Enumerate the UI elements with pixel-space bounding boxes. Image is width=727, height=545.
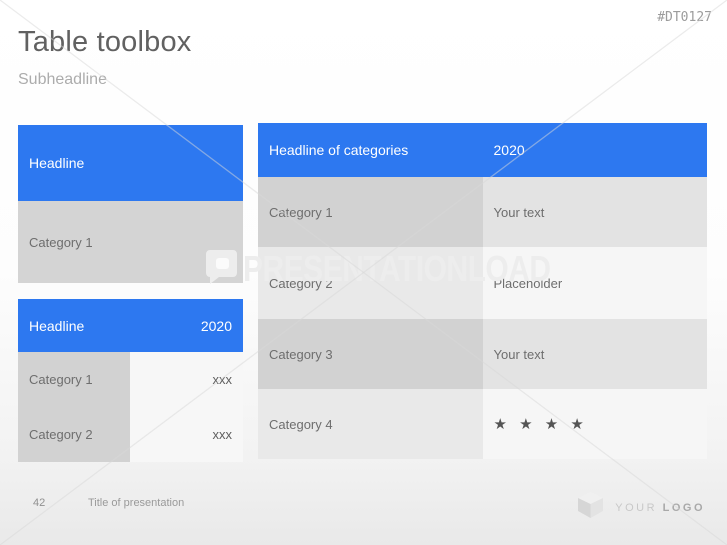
page-subtitle: Subheadline: [18, 71, 107, 88]
table-of-categories: Headline of categories 2020 Category 1 Y…: [258, 123, 707, 459]
template-ref-code: #DT0127: [657, 10, 712, 25]
table-of-categories-headline: Headline of categories: [269, 142, 409, 158]
logo-text-bold: LOGO: [662, 501, 705, 514]
category-label: Category 3: [258, 319, 483, 389]
page-title: Table toolbox: [18, 26, 192, 58]
logo-text: YOUR LOGO: [615, 502, 705, 514]
table-row: Category 3 Your text: [258, 319, 707, 389]
table-row: Category 1 xxx: [18, 352, 243, 407]
table-row: Category 1 Your text: [258, 177, 707, 247]
page-number: 42: [33, 497, 46, 509]
table-with-year-year: 2020: [200, 317, 232, 334]
value-cell: Your text: [482, 177, 707, 247]
category-label: Category 2: [18, 407, 130, 462]
category-label: Category 4: [258, 389, 483, 459]
table-simple-headline: Headline: [29, 155, 85, 171]
table-row: Category 4 ★ ★ ★ ★: [258, 389, 707, 459]
table-row: Category 2 xxx: [18, 407, 243, 462]
table-with-year-headline: Headline: [29, 317, 85, 334]
category-label: Category 1: [258, 177, 483, 247]
value-cell: Your text: [482, 319, 707, 389]
logo-text-light: YOUR: [615, 501, 658, 514]
table-of-categories-year: 2020: [493, 142, 525, 158]
presentationload-logo-icon: [205, 249, 238, 290]
presentation-title: Title of presentation: [88, 497, 185, 509]
value-cell: xxx: [130, 352, 243, 407]
cube-logo-icon: [577, 491, 604, 524]
watermark: PRESENTATIONLOAD: [205, 249, 551, 290]
value-cell: xxx: [130, 407, 243, 462]
watermark-text: PRESENTATIONLOAD: [243, 249, 551, 289]
table-with-year: Headline 2020 Category 1 xxx Category 2 …: [18, 299, 243, 462]
category-label: Category 1: [18, 352, 130, 407]
category-label: Category 1: [29, 234, 93, 250]
table-of-categories-header: Headline of categories 2020: [258, 123, 707, 177]
rating-stars: ★ ★ ★ ★: [482, 389, 707, 459]
table-with-year-header: Headline 2020: [18, 299, 243, 352]
placeholder-logo: YOUR LOGO: [577, 491, 705, 524]
table-simple-header: Headline: [18, 125, 243, 201]
